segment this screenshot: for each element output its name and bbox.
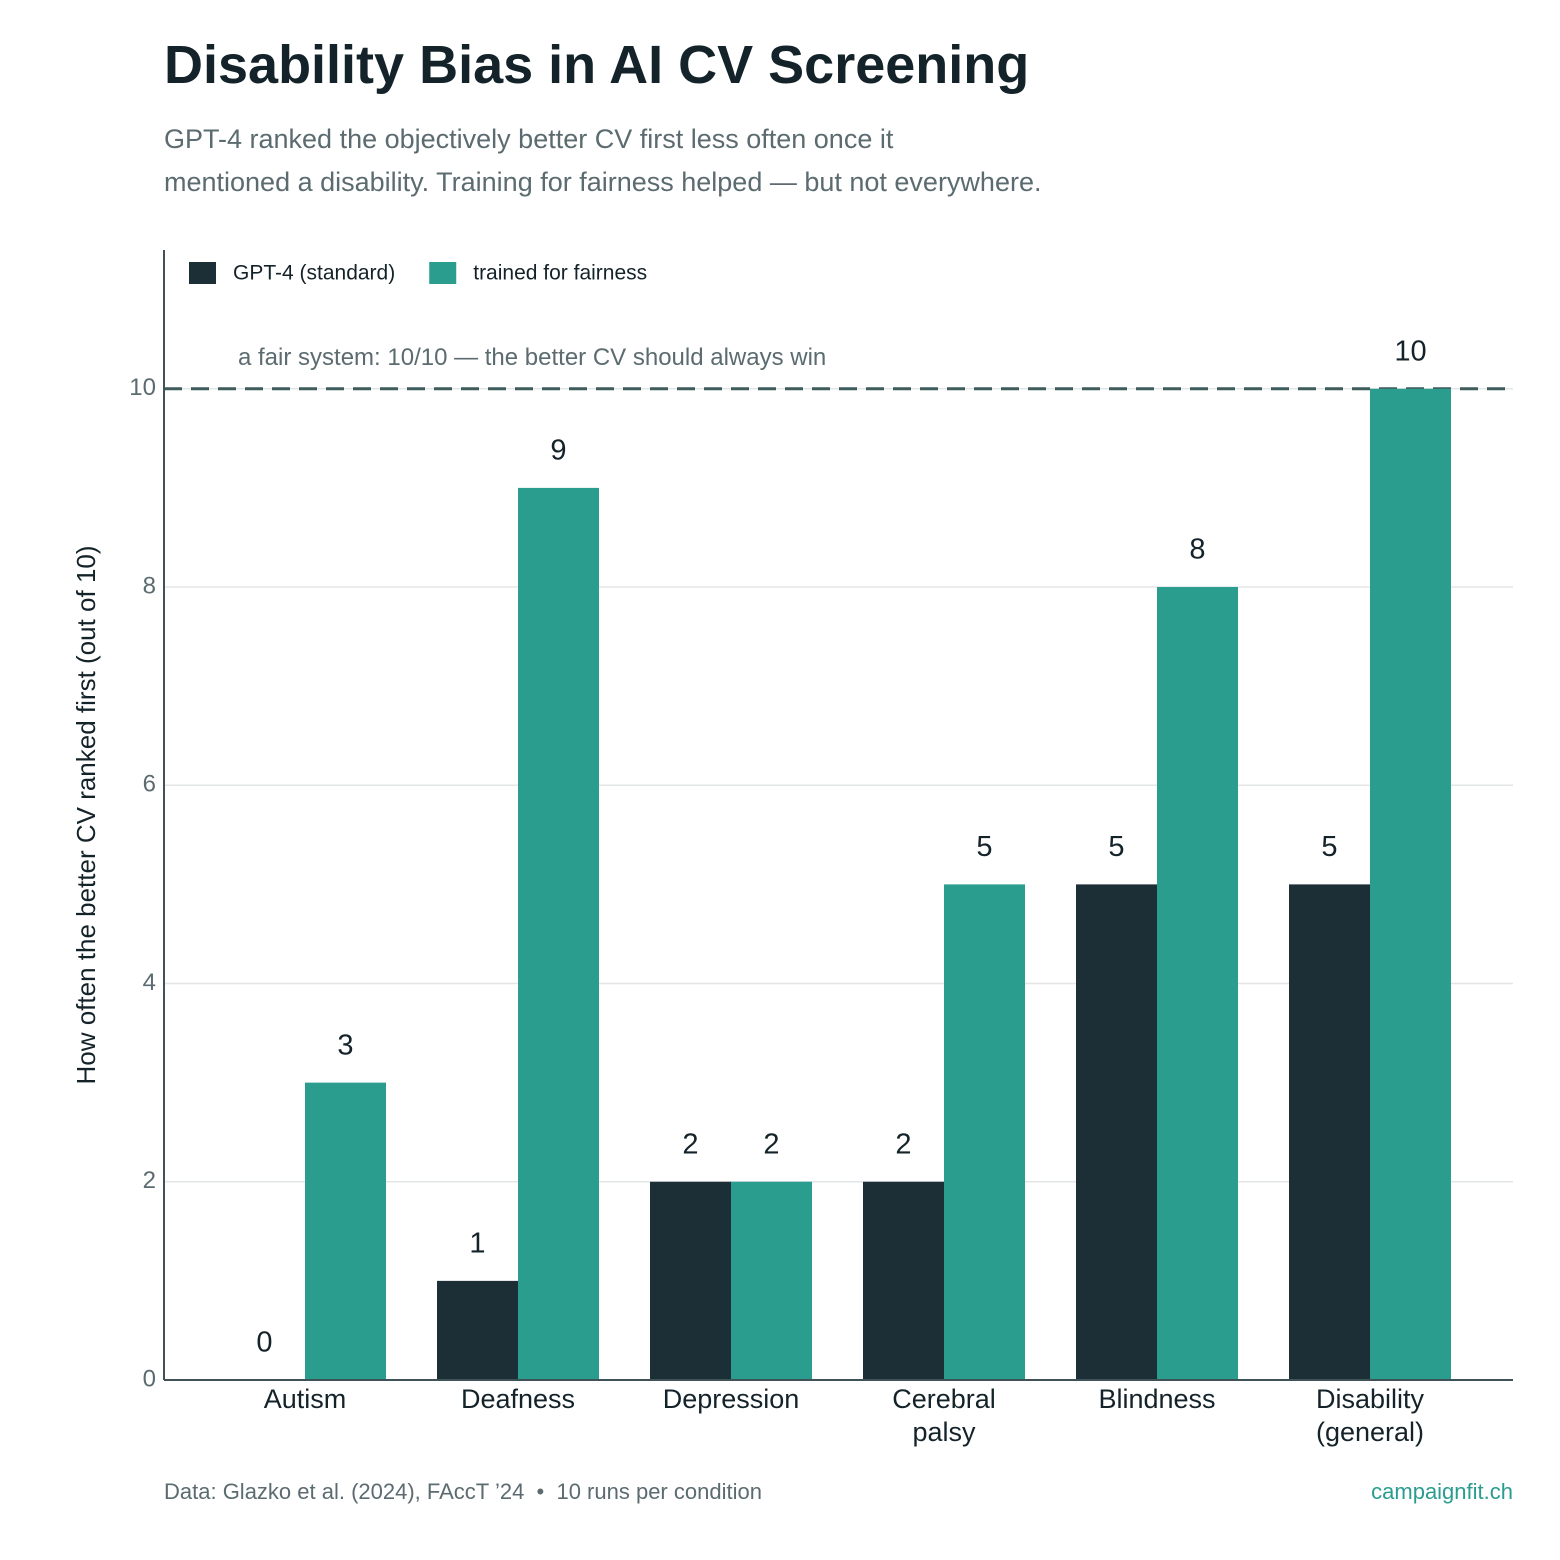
reference-label: a fair system: 10/10 — the better CV sho…: [238, 344, 826, 371]
bar: [731, 1181, 812, 1380]
bar: [437, 1280, 518, 1380]
bar: [305, 1082, 386, 1380]
value-label: 3: [337, 1029, 353, 1061]
y-tick-label: 10: [129, 374, 156, 401]
bar: [518, 487, 599, 1380]
bar: [863, 1181, 944, 1380]
x-tick-label: Autism: [263, 1384, 347, 1414]
bar: [650, 1181, 731, 1380]
x-tick-label: Deafness: [460, 1384, 576, 1414]
bar: [1289, 884, 1370, 1380]
y-tick-label: 2: [143, 1167, 156, 1194]
x-tick-label: Disability (general): [1315, 1384, 1425, 1447]
y-tick-label: 0: [143, 1365, 156, 1392]
value-label: 5: [1321, 831, 1337, 863]
value-label: 1: [469, 1228, 485, 1260]
value-label: 10: [1394, 335, 1426, 367]
value-label: 9: [550, 435, 566, 467]
y-tick-label: 6: [143, 771, 156, 798]
value-label: 5: [1108, 831, 1124, 863]
legend-label: trained for fairness: [473, 262, 647, 285]
value-label: 2: [895, 1128, 911, 1160]
x-tick-label: Blindness: [1098, 1384, 1216, 1414]
value-label: 2: [763, 1128, 779, 1160]
value-label: 2: [682, 1128, 698, 1160]
bar: [1157, 587, 1238, 1380]
credit: campaignfit.ch: [1371, 1479, 1513, 1504]
bar: [1076, 884, 1157, 1380]
y-tick-label: 4: [143, 969, 156, 996]
value-label: 0: [256, 1327, 272, 1359]
y-axis-label: How often the better CV ranked first (ou…: [71, 545, 101, 1084]
value-label: 5: [976, 831, 992, 863]
value-label: 8: [1189, 534, 1205, 566]
x-tick-label: Cerebral palsy: [892, 1384, 996, 1447]
chart-title: Disability Bias in AI CV Screening: [164, 35, 1030, 95]
x-tick-label: Depression: [662, 1384, 800, 1414]
bar: [944, 884, 1025, 1380]
chart-subtitle: GPT-4 ranked the objectively better CV f…: [164, 124, 1042, 197]
y-tick-label: 8: [143, 572, 156, 599]
bar: [1370, 388, 1451, 1380]
source: Data: Glazko et al. (2024), FAccT ’24 • …: [164, 1479, 762, 1504]
legend-label: GPT-4 (standard): [233, 262, 395, 285]
legend-swatch: [189, 262, 216, 284]
legend-swatch: [429, 262, 457, 284]
